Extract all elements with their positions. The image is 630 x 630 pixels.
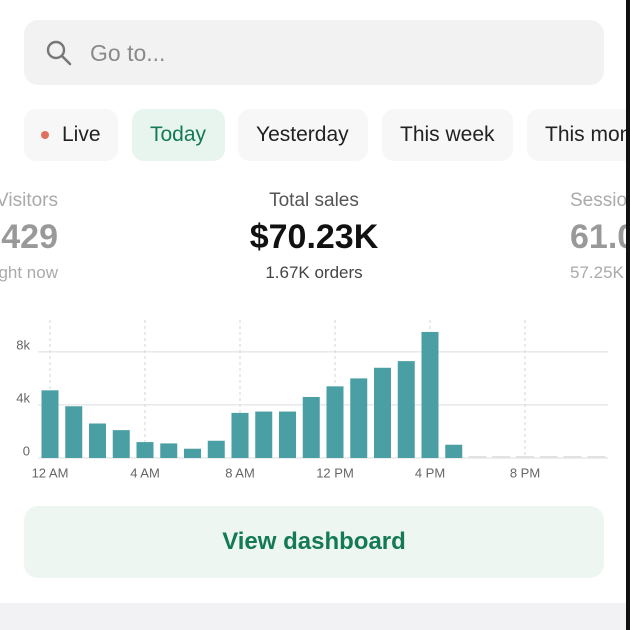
- stat-note: 1.67K orders: [265, 263, 363, 282]
- stat-value: 429: [1, 218, 58, 256]
- bar: [326, 386, 344, 458]
- tab-label: Today: [150, 123, 207, 146]
- stat-label: Visitors: [0, 190, 58, 211]
- bar: [421, 331, 439, 458]
- tab[interactable]: Today: [132, 109, 225, 161]
- tab[interactable]: This month: [527, 109, 630, 161]
- bar: [207, 440, 225, 458]
- y-tick-label: 8k: [16, 337, 30, 352]
- x-tick-label: 12 AM: [32, 465, 69, 480]
- stat-note: right now: [0, 263, 58, 282]
- tab-label: Yesterday: [256, 123, 349, 146]
- bar: [65, 406, 83, 458]
- x-tick-label: 4 PM: [415, 465, 445, 480]
- y-tick-label: 0: [23, 443, 30, 458]
- search-placeholder: Go to...: [90, 40, 166, 66]
- chart: 0 4k 8k 12 AM 4 AM 8 AM 12 PM 4 PM 8 PM: [16, 320, 608, 480]
- bar: [279, 411, 296, 458]
- tab[interactable]: Yesterday: [238, 109, 368, 161]
- bar: [41, 390, 59, 458]
- x-tick-label: 4 AM: [130, 465, 160, 480]
- tab-label: This month: [545, 123, 630, 146]
- view-dashboard-button[interactable]: View dashboard: [24, 506, 604, 578]
- stat: Sessions 61.0 57.25K: [570, 190, 630, 283]
- stat-value: 61.0: [570, 218, 630, 256]
- bar: [302, 396, 320, 458]
- bar: [445, 444, 463, 458]
- bar: [160, 443, 178, 458]
- bar: [112, 430, 130, 458]
- stat-label: Total sales: [269, 190, 359, 211]
- stat: Total sales $70.23K 1.67K orders: [214, 190, 414, 283]
- bar: [136, 442, 154, 458]
- stat: Visitors 429 right now: [0, 190, 58, 283]
- stat-label: Sessions: [570, 190, 630, 211]
- x-tick-label: 12 PM: [316, 465, 354, 480]
- bar: [374, 367, 391, 458]
- footer-band: [0, 603, 630, 630]
- x-tick-label: 8 AM: [225, 465, 255, 480]
- tab[interactable]: Live: [24, 109, 118, 161]
- bar: [255, 411, 273, 458]
- live-dot: [41, 131, 49, 139]
- edge: [626, 0, 630, 630]
- search-icon: [46, 40, 72, 66]
- bar: [350, 378, 368, 458]
- bar: [397, 361, 415, 458]
- tab-label: Live: [62, 123, 101, 146]
- x-tick-label: 8 PM: [510, 465, 540, 480]
- tab-label: This week: [400, 123, 495, 146]
- search-box[interactable]: Go to...: [24, 20, 604, 85]
- bar: [184, 448, 201, 458]
- bar: [231, 412, 249, 458]
- tab[interactable]: This week: [382, 109, 513, 161]
- stat-note: 57.25K: [570, 263, 624, 282]
- y-tick-label: 4k: [16, 390, 30, 405]
- bar: [89, 423, 106, 458]
- stat-value: $70.23K: [249, 218, 379, 256]
